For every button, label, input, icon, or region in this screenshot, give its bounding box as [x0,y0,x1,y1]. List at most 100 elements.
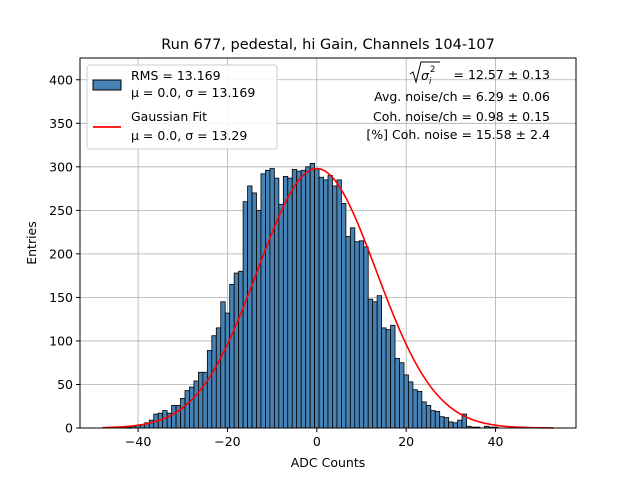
histogram-bar [309,162,315,429]
histogram-bars [122,162,499,429]
histogram-bar [332,185,338,429]
y-tick-label: 150 [49,290,73,305]
histogram-bar [282,175,289,429]
histogram-bar [394,357,400,429]
histogram-bar [269,168,275,429]
y-tick-label: 250 [49,203,73,218]
histogram-bar [408,381,414,429]
x-tick-label: 40 [488,434,504,449]
histogram-bar [434,411,441,429]
x-axis-ticks: −40 −20 0 20 40 [125,428,504,449]
histogram-bar [403,374,409,429]
histogram-bar [416,391,423,429]
histogram-bar [421,401,427,429]
histogram-bar [376,295,383,429]
histogram-bar [381,327,387,429]
histogram-bar [336,179,342,429]
annotation-coh-noise: Coh. noise/ch = 0.98 ± 0.15 [373,109,550,124]
histogram-bar [148,419,155,429]
histogram-bar [291,169,298,429]
histogram-bar [323,179,329,429]
sigma-symbol: σ [421,68,430,83]
histogram-bar [180,397,186,429]
histogram-bar [189,386,195,429]
histogram-bar [233,272,240,429]
x-tick-label: 0 [313,434,321,449]
annotation-sqrt-sigma-value: = 12.57 ± 0.13 [454,67,550,82]
histogram-bar [452,422,458,429]
histogram-bar [305,166,311,429]
legend-swatch-histogram [92,79,122,91]
histogram-bar [224,312,231,429]
histogram-bar [443,417,450,429]
y-tick-label: 300 [49,159,73,174]
histogram-bar [220,301,226,429]
histogram-bar [198,371,204,429]
sigma-subscript: i [429,77,432,87]
histogram-bar [238,270,244,429]
legend-frame [86,64,278,150]
y-tick-label: 50 [57,377,73,392]
y-tick-label: 0 [65,421,73,436]
histogram-bar [171,404,177,429]
histogram-bar [354,241,360,429]
histogram-bar [265,169,271,429]
histogram-bar [367,298,374,429]
gaussian-fit-line [102,167,554,429]
histogram-bar [242,201,248,429]
y-tick-label: 400 [49,72,73,87]
histogram-bar [390,324,396,429]
noise-annotations: σ i 2 = 12.57 ± 0.13 Avg. noise/ch = 6.2… [366,61,550,142]
sqrt-sigma-symbol: σ i 2 [409,61,440,87]
annotation-avg-noise: Avg. noise/ch = 6.29 ± 0.06 [374,89,550,104]
histogram-bar [215,327,222,429]
histogram-bar [229,283,235,429]
histogram-bar [372,301,378,429]
legend: RMS = 13.169 μ = 0.0, σ = 13.169 Gaussia… [86,64,278,150]
sigma-superscript: 2 [430,65,435,75]
histogram-bar [287,177,293,429]
histogram-bar [439,416,445,429]
histogram-bar [260,173,266,429]
histogram-bar [425,404,432,429]
histogram-bar [206,350,213,429]
histogram-bar [345,236,351,429]
x-tick-label: −40 [125,434,151,449]
histogram-bar [247,185,253,429]
histogram-bar [412,389,418,429]
legend-entry-histogram-stats: μ = 0.0, σ = 13.169 [131,85,255,100]
chart-title: Run 677, pedestal, hi Gain, Channels 104… [161,37,495,53]
y-tick-label: 100 [49,333,73,348]
sqrt-sign [409,61,440,84]
histogram-bar [327,175,333,429]
y-tick-label: 200 [49,246,73,261]
histogram-bar [318,176,324,429]
histogram-bar [399,362,405,429]
histogram-bar [430,410,436,429]
legend-entry-histogram: RMS = 13.169 [131,68,221,83]
legend-entry-gaussian: Gaussian Fit [131,109,207,124]
histogram-bar [251,192,257,429]
x-tick-label: −20 [214,434,240,449]
histogram-bar [314,168,320,429]
histogram-bar [300,169,307,429]
histogram-bar [278,203,284,429]
y-axis-label: Entries [24,221,39,265]
y-axis-ticks: 0 50 100 150 200 250 300 350 400 [49,72,80,436]
histogram-bar [273,177,280,429]
histogram-bar [448,421,454,429]
legend-entry-gaussian-stats: μ = 0.0, σ = 13.29 [131,128,247,143]
histogram-bar [385,329,391,429]
histogram-bar [175,404,181,429]
histogram-bar [358,240,365,429]
y-tick-label: 350 [49,116,73,131]
histogram-bar [184,390,190,429]
histogram-bar [341,202,347,429]
histogram-bar [256,209,262,429]
x-tick-label: 20 [398,434,414,449]
x-axis-label: ADC Counts [291,455,366,470]
plot-frame [79,57,577,429]
annotation-coh-noise-percent: [%] Coh. noise = 15.58 ± 2.4 [366,127,550,142]
histogram-bar [349,227,356,429]
